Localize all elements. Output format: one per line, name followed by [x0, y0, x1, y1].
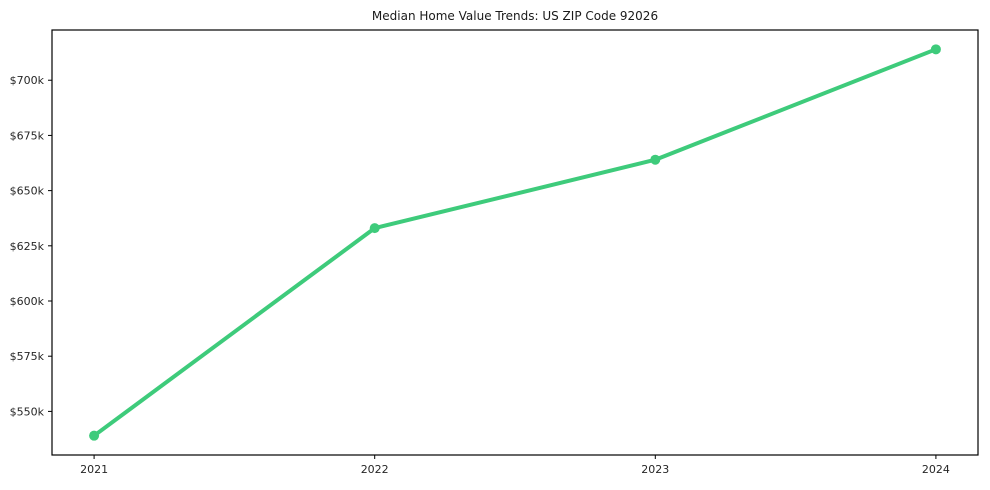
x-tick-label: 2023: [641, 463, 669, 476]
y-tick-label: $675k: [10, 129, 45, 142]
data-point-marker: [89, 430, 100, 441]
data-point-marker: [930, 44, 941, 55]
data-point-marker: [650, 154, 661, 165]
chart-title: Median Home Value Trends: US ZIP Code 92…: [371, 9, 659, 23]
x-tick-label: 2024: [922, 463, 950, 476]
plot-border: [51, 29, 979, 456]
y-tick-label: $600k: [10, 295, 45, 308]
y-tick-label: $575k: [10, 350, 45, 363]
y-tick-label: $625k: [10, 240, 45, 253]
series-line: [92, 47, 938, 438]
x-tick-label: 2021: [80, 463, 108, 476]
y-tick-label: $700k: [10, 74, 45, 87]
y-tick-label: $650k: [10, 185, 45, 198]
y-tick-label: $550k: [10, 405, 45, 418]
data-point-marker: [369, 223, 380, 234]
x-tick-label: 2022: [361, 463, 389, 476]
